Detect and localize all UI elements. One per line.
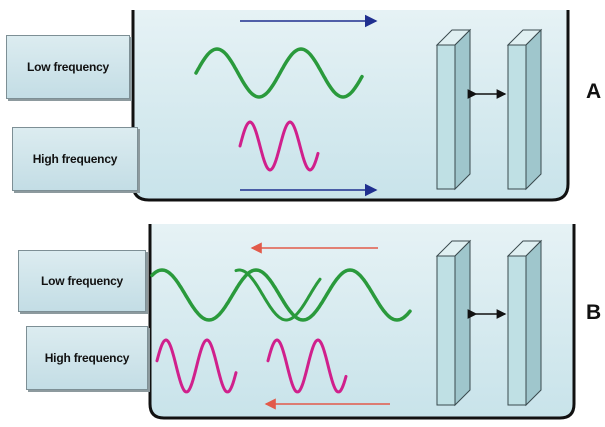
panel-a-low-frequency-label: Low frequency — [6, 35, 130, 99]
tank-b-barrier-right — [506, 239, 543, 407]
tank-a-low-frequency-wave — [194, 47, 364, 99]
tank-b-low-frequency-wave-echo — [234, 268, 322, 322]
panel-a — [131, 10, 570, 202]
tank-b-barrier-left — [435, 239, 472, 407]
panel-b-letter: B — [586, 301, 602, 324]
panel-b — [148, 224, 576, 420]
panel-a-high-frequency-label: High frequency — [12, 127, 138, 191]
panel-b-low-frequency-label: Low frequency — [18, 250, 146, 312]
tank-a-high-frequency-wave — [238, 120, 320, 172]
tank-a-water — [133, 10, 568, 200]
tank-a-barrier-right — [506, 28, 543, 191]
tank-b-low-frequency-wave — [150, 268, 412, 322]
panel-a-letter: A — [586, 80, 602, 103]
tank-b-high-frequency-wave-left — [155, 338, 238, 394]
tank-b-high-frequency-wave-right — [266, 338, 348, 394]
tank-a-barrier-left — [435, 28, 472, 191]
panel-b-high-frequency-label: High frequency — [26, 326, 148, 390]
tank-b-outline — [148, 224, 576, 420]
